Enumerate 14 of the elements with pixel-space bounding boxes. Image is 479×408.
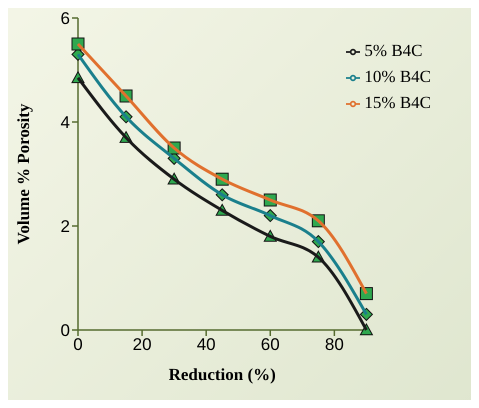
x-tick-label: 80 (324, 335, 344, 354)
y-tick-label: 2 (60, 217, 70, 236)
x-axis-title: Reduction (%) (168, 365, 276, 384)
legend-label: 5% B4C (364, 41, 422, 60)
y-tick-label: 0 (60, 321, 70, 340)
x-tick-label: 60 (260, 335, 280, 354)
x-tick-label: 40 (196, 335, 216, 354)
x-tick-label: 0 (73, 335, 83, 354)
y-tick-label: 6 (60, 9, 70, 28)
x-tick-label: 20 (132, 335, 152, 354)
legend-label: 15% B4C (364, 93, 431, 112)
y-axis-title: Volume % Porosity (14, 103, 34, 244)
y-tick-label: 4 (60, 113, 70, 132)
legend-label: 10% B4C (364, 67, 431, 86)
